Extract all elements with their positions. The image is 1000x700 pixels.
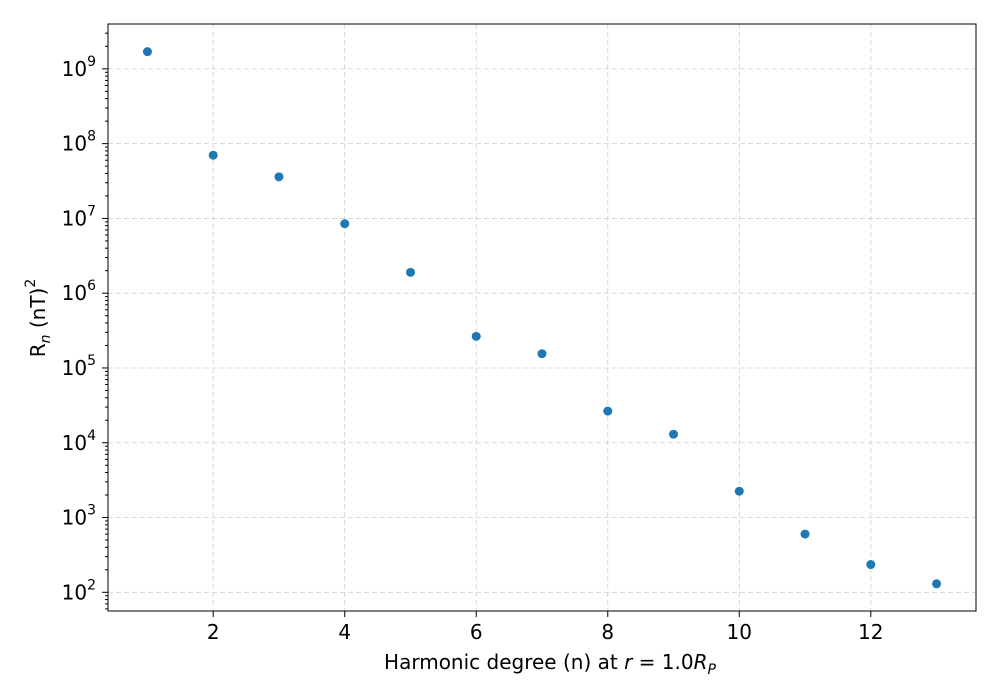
x-axis-label-sub: P — [707, 662, 716, 678]
x-tick-label: 4 — [338, 620, 351, 644]
y-axis-label-base: R — [26, 343, 50, 357]
y-tick-label: 104 — [62, 428, 96, 455]
data-point — [142, 47, 152, 57]
y-tick-label: 105 — [62, 353, 96, 380]
y-tick-label: 107 — [62, 203, 96, 230]
data-point — [274, 172, 284, 182]
x-tick-label: 10 — [727, 620, 752, 644]
data-point — [734, 486, 744, 496]
y-axis-ticks: 102 103 104 105 106 107 108 109 — [62, 32, 108, 610]
data-point — [208, 150, 218, 160]
y-tick-label: 109 — [62, 54, 96, 81]
data-point — [800, 529, 810, 539]
y-axis-label-unit: (nT) — [26, 288, 50, 335]
data-point — [932, 579, 942, 589]
x-axis-label-text: Harmonic degree (n) at — [384, 650, 624, 674]
grid-lines — [108, 24, 976, 611]
y-tick-label: 102 — [62, 577, 96, 604]
x-axis-label-radius: R — [694, 650, 708, 674]
data-point — [537, 349, 547, 359]
x-axis-ticks: 2 4 6 8 10 12 — [207, 611, 884, 644]
y-tick-label: 106 — [62, 278, 96, 305]
y-tick-label: 108 — [62, 129, 96, 156]
x-tick-label: 6 — [470, 620, 483, 644]
x-tick-label: 12 — [858, 620, 883, 644]
y-axis-label: Rn (nT)2 — [23, 279, 54, 358]
data-point — [669, 429, 679, 439]
x-axis-label: Harmonic degree (n) at r = 1.0RP — [384, 650, 716, 678]
x-axis-label-eq: = 1.0 — [632, 650, 693, 674]
data-point — [471, 331, 481, 341]
y-axis-label-sub: n — [38, 335, 54, 344]
data-points — [142, 47, 942, 589]
data-point — [866, 560, 876, 570]
data-point — [405, 267, 415, 277]
plot-frame — [107, 23, 977, 612]
x-tick-label: 2 — [207, 620, 220, 644]
y-tick-label: 103 — [62, 503, 96, 530]
y-axis-label-sup: 2 — [23, 279, 39, 288]
data-point — [603, 406, 613, 416]
x-axis-label-var: r — [624, 650, 634, 674]
data-point — [340, 219, 350, 229]
x-tick-label: 8 — [601, 620, 614, 644]
